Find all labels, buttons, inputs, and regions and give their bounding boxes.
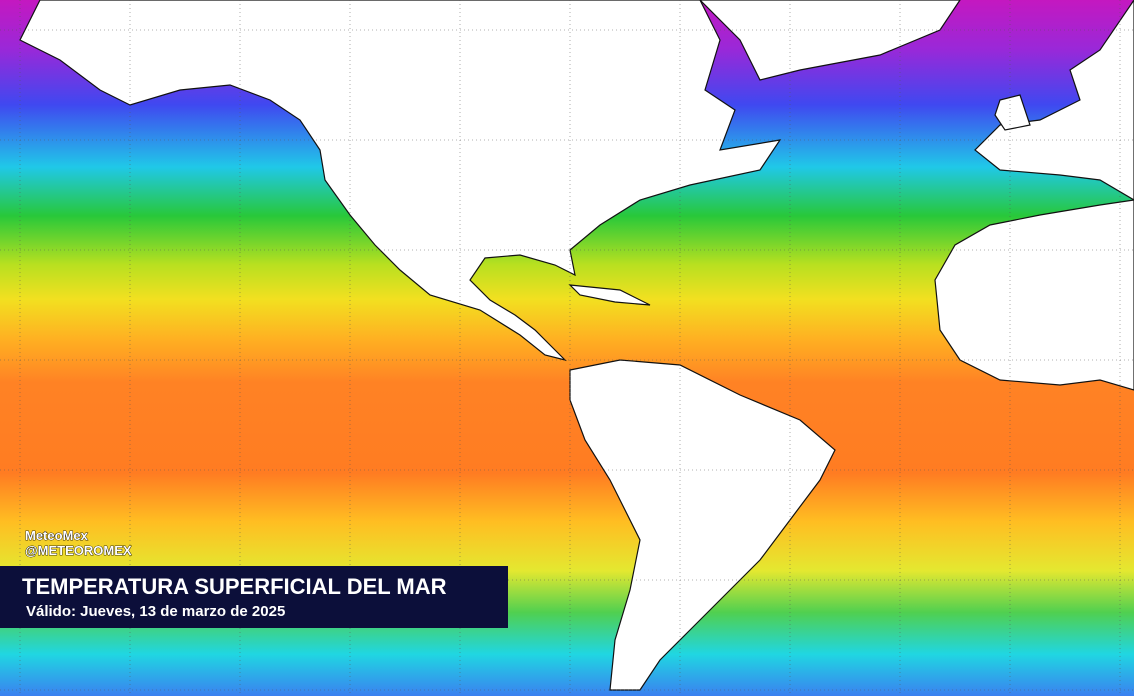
handle: @METEOROMEX [25, 543, 132, 558]
north-america [19, 0, 782, 362]
cuba [568, 284, 651, 306]
brand: MeteoMex [25, 528, 89, 543]
landmasses [19, 0, 1134, 691]
south-america [569, 359, 836, 691]
caption-subtitle: Válido: Jueves, 13 de marzo de 2025 [26, 603, 285, 620]
uk [994, 94, 1031, 131]
europe-africa [934, 0, 1134, 391]
caption-title: TEMPERATURA SUPERFICIAL DEL MAR [22, 574, 447, 599]
greenland [699, 0, 961, 81]
caption-box [0, 566, 508, 628]
